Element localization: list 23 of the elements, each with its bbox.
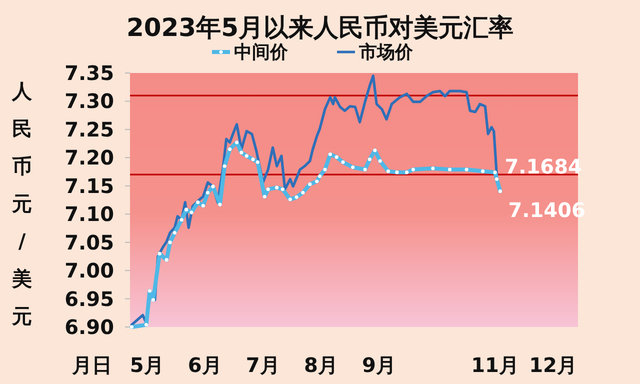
legend-label: 中间价: [234, 42, 289, 63]
y-tick-label: 7.15: [64, 174, 114, 198]
chart-title: 2023年5月以来人民币对美元汇率: [126, 13, 514, 42]
x-tick-label: 9月: [362, 353, 396, 377]
x-tick-label: 8月: [304, 353, 338, 377]
y-tick-label: 7.30: [64, 89, 114, 114]
x-tick-label: 12月: [529, 353, 577, 377]
x-tick-label: 5月: [130, 353, 164, 377]
x-axis-title: 月日: [71, 353, 112, 377]
y-axis-title: 人民币元/美元: [11, 79, 33, 328]
x-tick-label: 11月: [471, 353, 519, 377]
y-tick-label: 6.90: [64, 315, 114, 339]
legend-label: 市场价: [358, 42, 414, 63]
y-tick-label: 7.35: [64, 61, 114, 85]
y-tick-label: 7.05: [64, 230, 114, 254]
line-series: [130, 140, 502, 329]
y-tick-label: 7.00: [64, 258, 114, 283]
x-tick-label: 7月: [246, 353, 280, 377]
y-tick-label: 7.10: [64, 202, 114, 226]
y-tick-label: 7.20: [64, 146, 114, 170]
x-tick-label: 6月: [188, 353, 222, 377]
y-tick-label: 7.25: [64, 117, 114, 142]
y-tick-label: 6.95: [64, 286, 114, 311]
